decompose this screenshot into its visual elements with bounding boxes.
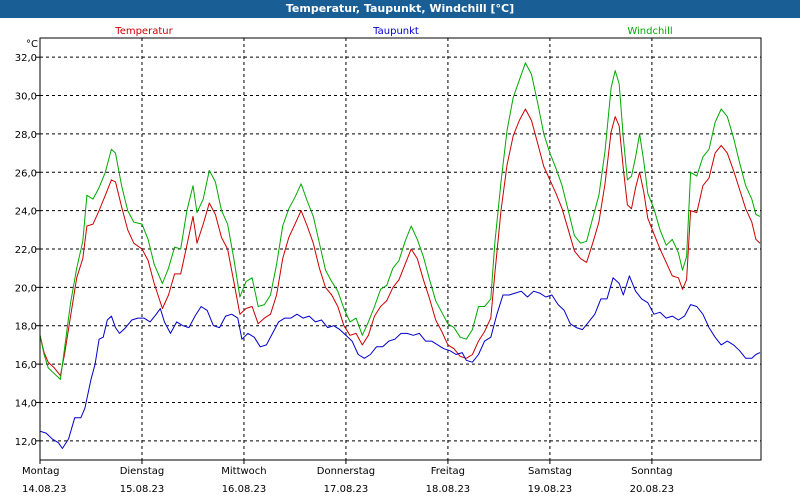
line-chart: 12,0 14,0 16,0 18,0 20,0 22,0 24,0 26,0 28,0 30,0… [15, 26, 762, 495]
x-tick-label-date: 16.08.23 [222, 484, 267, 495]
x-tick-label-day: Mittwoch [221, 466, 266, 477]
x-tick-label-day: Samstag [528, 466, 572, 477]
legend-entry-temperatur: Temperatur [114, 26, 173, 37]
series-line-taupunkt [39, 275, 761, 449]
y-tick-label: 32,0 [15, 53, 37, 64]
legend-entry-taupunkt: Taupunkt [372, 26, 419, 37]
chart-title: Temperatur, Taupunkt, Windchill [°C] [0, 0, 800, 18]
grid-lines [40, 38, 761, 460]
x-tick-label-day: Dienstag [120, 466, 165, 477]
y-tick-label: 24,0 [15, 207, 37, 218]
x-axis: Montag 14.08.23 Dienstag 15.08.23 Mittwoch 16… [22, 460, 674, 495]
y-tick-label: 12,0 [15, 437, 37, 448]
x-tick-label-date: 18.08.23 [426, 484, 471, 495]
y-tick-label: 28,0 [15, 130, 37, 141]
legend-entry-windchill: Windchill [627, 26, 672, 37]
legend: Temperatur Taupunkt Windchill [114, 26, 672, 37]
x-tick-label-day: Sonntag [631, 466, 673, 477]
x-tick-label-date: 14.08.23 [22, 484, 67, 495]
y-axis-label: °C [26, 39, 38, 50]
x-tick-label-date: 19.08.23 [528, 484, 573, 495]
series-line-windchill [39, 62, 761, 380]
y-axis: 12,0 14,0 16,0 18,0 20,0 22,0 24,0 26,0 28,0 30,0… [15, 39, 40, 448]
series-line-temperatur [39, 108, 761, 377]
x-tick-label-day: Freitag [431, 466, 465, 477]
y-tick-label: 16,0 [15, 360, 37, 371]
y-tick-label: 22,0 [15, 245, 37, 256]
y-tick-label: 20,0 [15, 283, 37, 294]
x-tick-label-date: 17.08.23 [324, 484, 369, 495]
y-tick-label: 14,0 [15, 398, 37, 409]
x-tick-label-day: Donnerstag [317, 466, 375, 477]
y-tick-label: 18,0 [15, 322, 37, 333]
y-tick-label: 26,0 [15, 168, 37, 179]
x-tick-label-date: 20.08.23 [630, 484, 675, 495]
y-tick-label: 30,0 [15, 92, 37, 103]
x-tick-label-day: Montag [22, 466, 59, 477]
series-lines [39, 62, 761, 449]
x-tick-label-date: 15.08.23 [120, 484, 165, 495]
